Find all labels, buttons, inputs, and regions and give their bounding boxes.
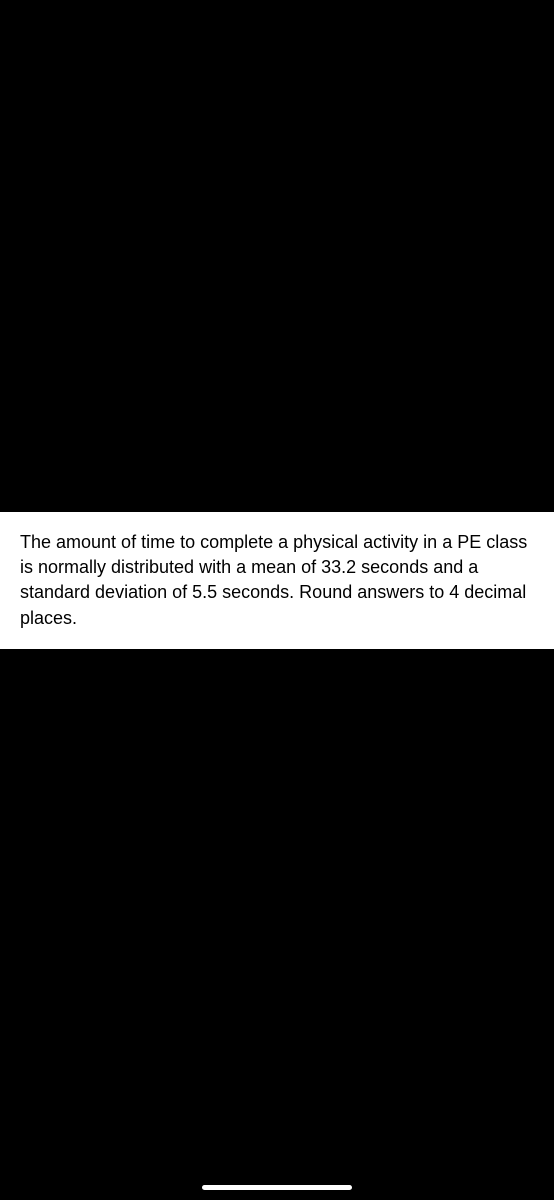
problem-text: The amount of time to complete a physica… [20, 530, 534, 631]
home-indicator[interactable] [202, 1185, 352, 1190]
problem-card: The amount of time to complete a physica… [0, 512, 554, 649]
